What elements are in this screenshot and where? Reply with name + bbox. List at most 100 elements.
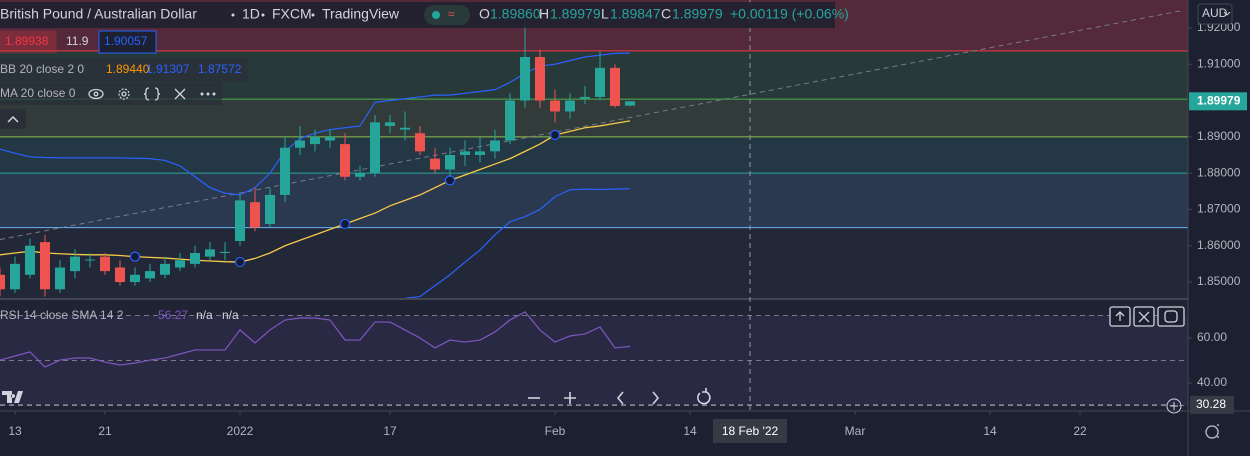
x-tick-label: 17 bbox=[383, 424, 397, 438]
axes: 1.920001.910001.890001.880001.870001.860… bbox=[0, 0, 1247, 443]
price-pane bbox=[0, 10, 1188, 298]
candle-body bbox=[55, 267, 65, 290]
sell-price: 1.89938 bbox=[5, 34, 49, 48]
ma-legend-name[interactable]: MA 20 close 0 bbox=[0, 86, 76, 100]
rsi-background bbox=[0, 300, 1188, 410]
x-tick-label: 2022 bbox=[227, 424, 254, 438]
candle-body bbox=[370, 122, 380, 174]
rsi-pane bbox=[0, 311, 1188, 407]
candle-body bbox=[0, 274, 5, 290]
ohlc-value: 1.89860 bbox=[490, 6, 541, 22]
separator bbox=[231, 13, 235, 17]
candle-body bbox=[160, 263, 170, 275]
candle-body bbox=[40, 242, 50, 290]
candle-body bbox=[70, 256, 80, 272]
candle-body bbox=[175, 260, 185, 268]
settings-gear[interactable] bbox=[1205, 424, 1219, 439]
bottom-zone bbox=[0, 0, 1188, 298]
collapse-button[interactable] bbox=[0, 109, 26, 129]
add-icon bbox=[1170, 402, 1178, 410]
candle-body bbox=[355, 173, 365, 177]
close-icon bbox=[1138, 311, 1150, 323]
bb-legend-value: 1.89440 bbox=[106, 62, 150, 76]
candle-body bbox=[400, 127, 410, 130]
y-tick-label: 1.85000 bbox=[1197, 274, 1241, 288]
source: TradingView bbox=[322, 6, 400, 22]
scroll-right[interactable] bbox=[652, 391, 660, 405]
zones bbox=[0, 0, 1188, 228]
more-icon[interactable] bbox=[200, 92, 216, 96]
buy-box[interactable] bbox=[98, 30, 157, 54]
x-tick-label: 13 bbox=[8, 424, 22, 438]
candle-body bbox=[505, 100, 515, 141]
source-icon[interactable] bbox=[143, 87, 161, 101]
y-tick-label: 1.87000 bbox=[1197, 202, 1241, 216]
ma-marker bbox=[549, 129, 561, 141]
level-zone bbox=[0, 136, 1188, 174]
ohlc-value: 1.89979 bbox=[550, 6, 601, 22]
candle-body bbox=[610, 67, 620, 106]
candle-body bbox=[520, 56, 530, 101]
scroll-left[interactable] bbox=[616, 391, 624, 405]
bb-legend-value: 1.91307 bbox=[146, 62, 190, 76]
rsi-legend-name[interactable]: RSI 14 close SMA 14 2 bbox=[0, 308, 124, 322]
ma-legend-bg bbox=[0, 83, 222, 105]
y-tick-label: 1.86000 bbox=[1197, 238, 1241, 252]
collapse-icon bbox=[7, 115, 19, 123]
candle-body bbox=[430, 158, 440, 170]
ma-marker bbox=[339, 218, 351, 230]
separator bbox=[311, 13, 315, 17]
level-zone bbox=[0, 99, 1188, 137]
ohlc-value: 1.89979 bbox=[672, 6, 723, 22]
remove-icon[interactable] bbox=[174, 88, 186, 100]
x-tick-label: 21 bbox=[98, 424, 112, 438]
crosshair-value: 30.28 bbox=[1196, 397, 1226, 411]
candle-body bbox=[235, 200, 245, 242]
market-status[interactable] bbox=[424, 5, 470, 25]
eye-icon[interactable] bbox=[88, 88, 104, 100]
candle-body bbox=[475, 151, 485, 155]
spread: 11.9 bbox=[66, 34, 89, 48]
candle-body bbox=[565, 100, 575, 112]
candle-body bbox=[250, 202, 260, 228]
candle-body bbox=[145, 271, 155, 279]
add-button[interactable] bbox=[1166, 398, 1182, 414]
ohlc-key: O bbox=[479, 6, 490, 22]
settings-core bbox=[121, 91, 127, 97]
rsi-legend-sma: n/a bbox=[196, 308, 213, 322]
ma-marker bbox=[444, 175, 456, 186]
ohlc-key: H bbox=[539, 6, 549, 22]
rsi-tick-label: 40.00 bbox=[1197, 375, 1227, 389]
settings-icon[interactable] bbox=[118, 88, 130, 100]
ohlc-value: 1.89847 bbox=[610, 6, 661, 22]
candle-body bbox=[580, 96, 590, 99]
candle-body bbox=[100, 256, 110, 272]
level-zone bbox=[0, 173, 1188, 228]
exchange: FXCM bbox=[272, 6, 312, 22]
maximize-button[interactable] bbox=[1157, 306, 1185, 327]
candle-body bbox=[325, 136, 335, 141]
bb-legend-bg bbox=[0, 58, 248, 82]
bb-legend-name[interactable]: BB 20 close 2 0 bbox=[0, 62, 84, 76]
candle-body bbox=[310, 136, 320, 145]
candle-body bbox=[385, 122, 395, 126]
candle-body bbox=[265, 194, 275, 224]
tv-logo bbox=[2, 391, 23, 403]
reset-chart[interactable] bbox=[697, 388, 711, 405]
status-icon: ≈ bbox=[448, 7, 455, 21]
candle-body bbox=[220, 251, 230, 253]
x-tick-label: 14 bbox=[683, 424, 697, 438]
interval: 1D bbox=[242, 6, 260, 22]
candle-body bbox=[625, 101, 635, 106]
currency-button[interactable] bbox=[1197, 3, 1233, 25]
symbol-title: British Pound / Australian Dollar bbox=[0, 6, 197, 22]
separator bbox=[261, 13, 265, 17]
bb-lower bbox=[404, 188, 631, 298]
rsi-legend-sma2: n/a bbox=[222, 308, 239, 322]
zoom-in[interactable] bbox=[564, 392, 576, 404]
y-tick-label: 1.91000 bbox=[1197, 56, 1241, 70]
sell-box[interactable] bbox=[0, 30, 57, 54]
ma-marker bbox=[234, 256, 246, 268]
